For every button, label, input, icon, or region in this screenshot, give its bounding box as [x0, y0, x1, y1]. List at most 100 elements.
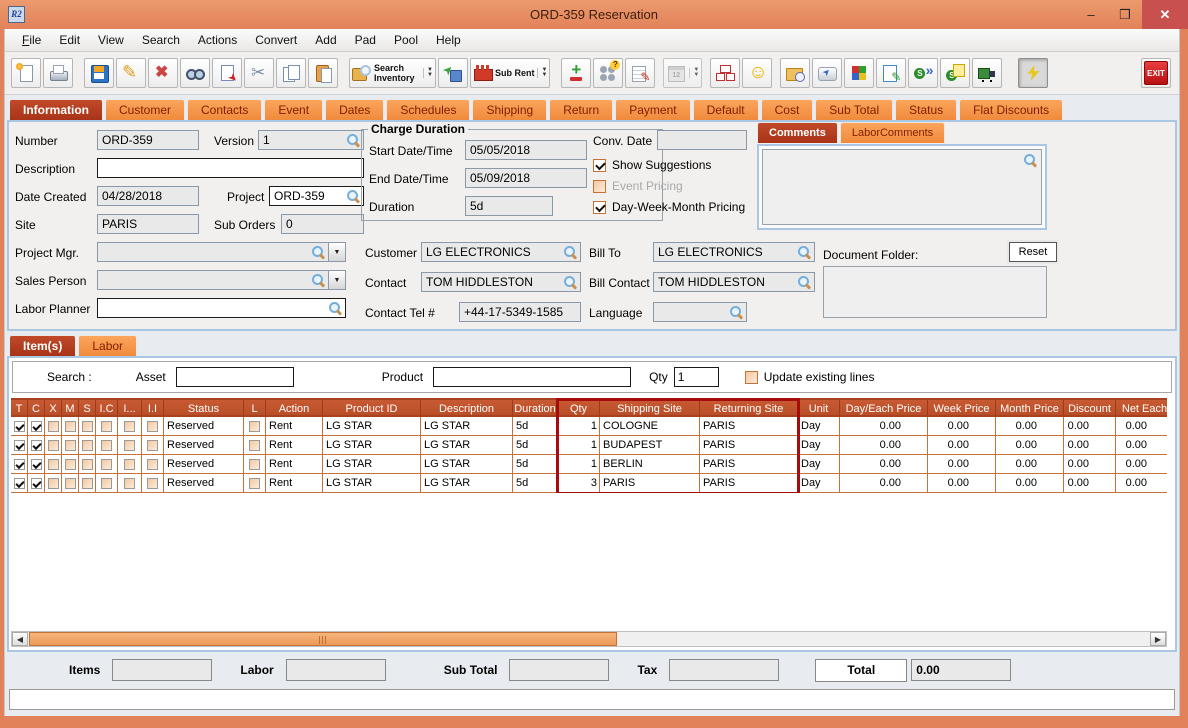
column-header-x[interactable]: X — [45, 398, 62, 417]
column-header-day_each_price[interactable]: Day/Each Price — [840, 398, 928, 417]
toolbar-new-document-button[interactable] — [11, 58, 41, 88]
row-checkbox[interactable] — [147, 439, 158, 451]
language-field[interactable] — [653, 302, 747, 322]
asset-input[interactable] — [175, 367, 294, 387]
document-folder-field[interactable] — [823, 266, 1047, 318]
tab-schedules[interactable]: Schedules — [386, 99, 471, 120]
row-checkbox[interactable] — [30, 458, 42, 470]
toolbar-copy-button[interactable] — [276, 58, 306, 88]
checkbox-icon[interactable] — [593, 158, 606, 172]
comments-textarea[interactable] — [762, 149, 1042, 225]
row-checkbox[interactable] — [13, 420, 25, 432]
row-checkbox[interactable] — [249, 439, 260, 451]
row-checkbox[interactable] — [81, 420, 93, 432]
sub-orders-field[interactable]: 0 — [281, 214, 364, 234]
row-checkbox[interactable] — [101, 477, 112, 489]
toolbar-edit-document-button[interactable] — [876, 58, 907, 88]
toolbar-express-notes-button[interactable] — [940, 58, 971, 88]
column-header-c[interactable]: C — [28, 398, 45, 417]
row-checkbox[interactable] — [30, 439, 42, 451]
toolbar-copy-to-button[interactable] — [212, 58, 242, 88]
menu-help[interactable]: Help — [436, 33, 461, 47]
row-checkbox[interactable] — [30, 477, 42, 489]
site-field[interactable]: PARIS — [97, 214, 199, 234]
qty-input[interactable]: 1 — [673, 367, 719, 387]
number-field[interactable]: ORD-359 — [97, 130, 199, 150]
product-input[interactable] — [433, 367, 632, 387]
toolbar-cut-button[interactable] — [244, 58, 274, 88]
row-checkbox[interactable] — [147, 420, 158, 432]
row-checkbox[interactable] — [81, 458, 93, 470]
table-row[interactable]: Reserved Rent LG STAR LG STAR 5d 1 BERLIN PARIS… — [11, 455, 1167, 474]
version-field[interactable]: 1 — [258, 130, 364, 150]
row-checkbox[interactable] — [124, 477, 135, 489]
duration-field[interactable]: 5d — [465, 196, 553, 216]
menu-add[interactable]: Add — [315, 33, 337, 47]
row-checkbox[interactable] — [124, 420, 135, 432]
menu-pool[interactable]: Pool — [393, 33, 419, 47]
toolbar-find-button[interactable] — [180, 58, 210, 88]
row-checkbox[interactable] — [249, 458, 260, 470]
column-header-unit[interactable]: Unit — [798, 398, 840, 417]
tab-shipping[interactable]: Shipping — [472, 99, 548, 120]
reset-button[interactable]: Reset — [1009, 242, 1057, 262]
contact-field[interactable]: TOM HIDDLESTON — [421, 272, 581, 292]
tab-comments[interactable]: Comments — [757, 122, 838, 143]
menu-file[interactable]: File — [22, 33, 42, 47]
column-header-shipping_site[interactable]: Shipping Site — [600, 398, 700, 417]
row-checkbox[interactable] — [47, 458, 59, 470]
menu-pad[interactable]: Pad — [354, 33, 376, 47]
row-checkbox[interactable] — [124, 458, 135, 470]
row-checkbox[interactable] — [81, 439, 93, 451]
tab-information[interactable]: Information — [9, 99, 103, 120]
search-icon[interactable] — [564, 246, 576, 258]
column-header-idot[interactable]: I... — [118, 398, 142, 417]
tab-contacts[interactable]: Contacts — [187, 99, 263, 120]
checkbox-icon[interactable] — [593, 200, 606, 214]
row-checkbox[interactable] — [64, 420, 76, 432]
menu-search[interactable]: Search — [141, 33, 180, 47]
row-checkbox[interactable] — [13, 458, 25, 470]
table-row[interactable]: Reserved Rent LG STAR LG STAR 5d 3 PARIS PARIS D… — [11, 474, 1167, 493]
tab-return[interactable]: Return — [549, 99, 614, 120]
toolbar-print-button[interactable] — [43, 58, 73, 88]
option-event-pricing[interactable]: Event Pricing — [593, 179, 745, 193]
row-checkbox[interactable] — [101, 458, 112, 470]
toolbar-save-button[interactable] — [84, 58, 114, 88]
toolbar-transport-button[interactable] — [972, 58, 1003, 88]
project-mgr-dropdown[interactable]: ▼ — [328, 242, 346, 262]
search-icon[interactable] — [564, 276, 576, 288]
search-icon[interactable] — [1024, 154, 1036, 166]
toolbar-delete-button[interactable] — [148, 58, 178, 88]
tab-labor[interactable]: Labor — [78, 335, 138, 356]
toolbar-quick-tools-button[interactable] — [1018, 58, 1049, 88]
row-checkbox[interactable] — [124, 439, 135, 451]
search-icon[interactable] — [329, 302, 341, 314]
search-icon[interactable] — [312, 246, 324, 258]
column-header-returning_site[interactable]: Returning Site — [700, 398, 798, 417]
scroll-right-arrow[interactable]: ▶ — [1150, 632, 1166, 646]
scroll-left-arrow[interactable]: ◀ — [12, 632, 28, 646]
column-header-ic[interactable]: I.C — [96, 398, 118, 417]
search-icon[interactable] — [312, 274, 324, 286]
conv-date-field[interactable] — [657, 130, 747, 150]
column-header-discount[interactable]: Discount — [1064, 398, 1116, 417]
row-checkbox[interactable] — [147, 458, 158, 470]
end-date-field[interactable]: 05/09/2018 — [465, 168, 587, 188]
row-checkbox[interactable] — [64, 458, 76, 470]
menu-actions[interactable]: Actions — [197, 33, 238, 47]
bill-to-field[interactable]: LG ELECTRONICS — [653, 242, 815, 262]
sales-person-field[interactable] — [97, 270, 329, 290]
scrollbar-thumb[interactable] — [29, 632, 617, 646]
toolbar-order-tree-button[interactable] — [710, 58, 741, 88]
search-icon[interactable] — [798, 246, 810, 258]
dropdown-arrows-icon[interactable]: ▼ ▼ — [423, 67, 433, 78]
column-header-l[interactable]: L — [244, 398, 266, 417]
tab-default[interactable]: Default — [692, 99, 759, 120]
column-header-description[interactable]: Description — [421, 398, 513, 417]
toolbar-inventory-blocks-button[interactable] — [844, 58, 875, 88]
menu-convert[interactable]: Convert — [255, 33, 298, 47]
horizontal-scrollbar[interactable]: ◀ ▶ — [11, 631, 1167, 647]
column-header-action[interactable]: Action — [266, 398, 323, 417]
search-icon[interactable] — [730, 306, 742, 318]
